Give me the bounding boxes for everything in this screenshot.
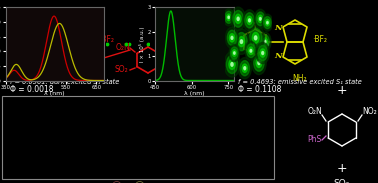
Text: NO₂: NO₂	[362, 107, 377, 117]
Circle shape	[254, 55, 264, 71]
Circle shape	[262, 51, 263, 55]
Circle shape	[238, 58, 251, 79]
Circle shape	[263, 17, 271, 29]
Text: f = 0.0561: dark excited S₁ state: f = 0.0561: dark excited S₁ state	[10, 79, 119, 85]
Circle shape	[240, 61, 249, 76]
Text: ·BF₂: ·BF₂	[312, 36, 327, 44]
Circle shape	[247, 16, 252, 25]
Circle shape	[259, 18, 261, 20]
Point	[250, 42, 256, 45]
Circle shape	[250, 49, 252, 52]
Circle shape	[245, 13, 254, 28]
Circle shape	[264, 40, 266, 43]
Text: N: N	[62, 23, 70, 31]
Circle shape	[234, 52, 235, 54]
X-axis label: λ (nm): λ (nm)	[184, 91, 205, 96]
Circle shape	[244, 67, 246, 70]
Circle shape	[238, 37, 245, 47]
Point	[122, 42, 129, 45]
Circle shape	[227, 30, 237, 45]
Circle shape	[225, 27, 239, 48]
Circle shape	[248, 19, 250, 22]
X-axis label: λ (nm): λ (nm)	[45, 91, 65, 96]
Circle shape	[252, 32, 259, 43]
Point	[104, 42, 110, 45]
Circle shape	[249, 47, 253, 55]
Text: +: +	[337, 162, 347, 175]
Text: ☺: ☺	[133, 182, 145, 183]
Circle shape	[256, 58, 262, 68]
Circle shape	[229, 59, 235, 69]
Text: N: N	[274, 52, 282, 60]
Y-axis label: I × 10⁵ (a.u.): I × 10⁵ (a.u.)	[139, 26, 145, 62]
FancyArrow shape	[170, 32, 230, 44]
Text: O₂N: O₂N	[307, 107, 322, 117]
Circle shape	[229, 34, 235, 42]
Circle shape	[261, 35, 270, 48]
Circle shape	[231, 36, 233, 39]
Circle shape	[242, 64, 247, 72]
Circle shape	[259, 32, 271, 51]
Circle shape	[266, 21, 268, 24]
Circle shape	[223, 9, 234, 26]
Circle shape	[237, 17, 239, 20]
Circle shape	[231, 47, 238, 59]
Circle shape	[233, 10, 243, 27]
Text: PhSH: PhSH	[186, 20, 214, 29]
Text: SO₂: SO₂	[114, 66, 128, 74]
Circle shape	[262, 14, 273, 31]
Bar	[2, 96, 274, 179]
Circle shape	[231, 7, 245, 31]
Circle shape	[234, 29, 249, 54]
Circle shape	[231, 63, 233, 66]
Circle shape	[254, 36, 257, 40]
Circle shape	[235, 14, 241, 23]
Text: NH: NH	[61, 76, 71, 82]
Circle shape	[254, 9, 266, 28]
Circle shape	[232, 50, 237, 56]
Circle shape	[236, 33, 247, 51]
Text: ☺: ☺	[110, 182, 122, 183]
Text: PhS: PhS	[308, 135, 322, 145]
Point	[145, 42, 151, 45]
Point	[264, 42, 270, 45]
Text: NO₂: NO₂	[163, 61, 178, 70]
Circle shape	[249, 28, 262, 48]
Circle shape	[229, 44, 240, 61]
Text: NH₂: NH₂	[293, 74, 307, 83]
Text: ·BF₂: ·BF₂	[99, 36, 114, 44]
Circle shape	[226, 14, 231, 21]
Text: +: +	[337, 83, 347, 96]
Circle shape	[258, 15, 263, 23]
Circle shape	[256, 12, 265, 26]
Circle shape	[243, 10, 256, 31]
Circle shape	[252, 51, 266, 75]
Circle shape	[263, 38, 267, 45]
Circle shape	[225, 11, 232, 23]
Text: N: N	[62, 53, 70, 61]
Circle shape	[226, 55, 238, 74]
Text: O₂N: O₂N	[115, 44, 130, 53]
Circle shape	[260, 49, 265, 57]
Point	[126, 42, 132, 45]
Text: SO₂: SO₂	[334, 180, 350, 183]
Text: N: N	[274, 24, 282, 32]
Circle shape	[228, 16, 229, 18]
Text: pH = 7.3: pH = 7.3	[184, 49, 215, 55]
Circle shape	[265, 19, 270, 26]
Text: Φ = 0.1108: Φ = 0.1108	[238, 85, 282, 94]
Circle shape	[224, 52, 240, 77]
Circle shape	[246, 44, 255, 58]
Circle shape	[247, 24, 264, 52]
Text: f = 0.4693: emissive excited S₁ state: f = 0.4693: emissive excited S₁ state	[238, 79, 362, 85]
Text: Φ = 0.0018: Φ = 0.0018	[10, 85, 54, 94]
Circle shape	[240, 40, 243, 43]
Circle shape	[258, 45, 268, 61]
Circle shape	[245, 41, 257, 60]
Circle shape	[258, 61, 260, 65]
Circle shape	[256, 42, 269, 64]
